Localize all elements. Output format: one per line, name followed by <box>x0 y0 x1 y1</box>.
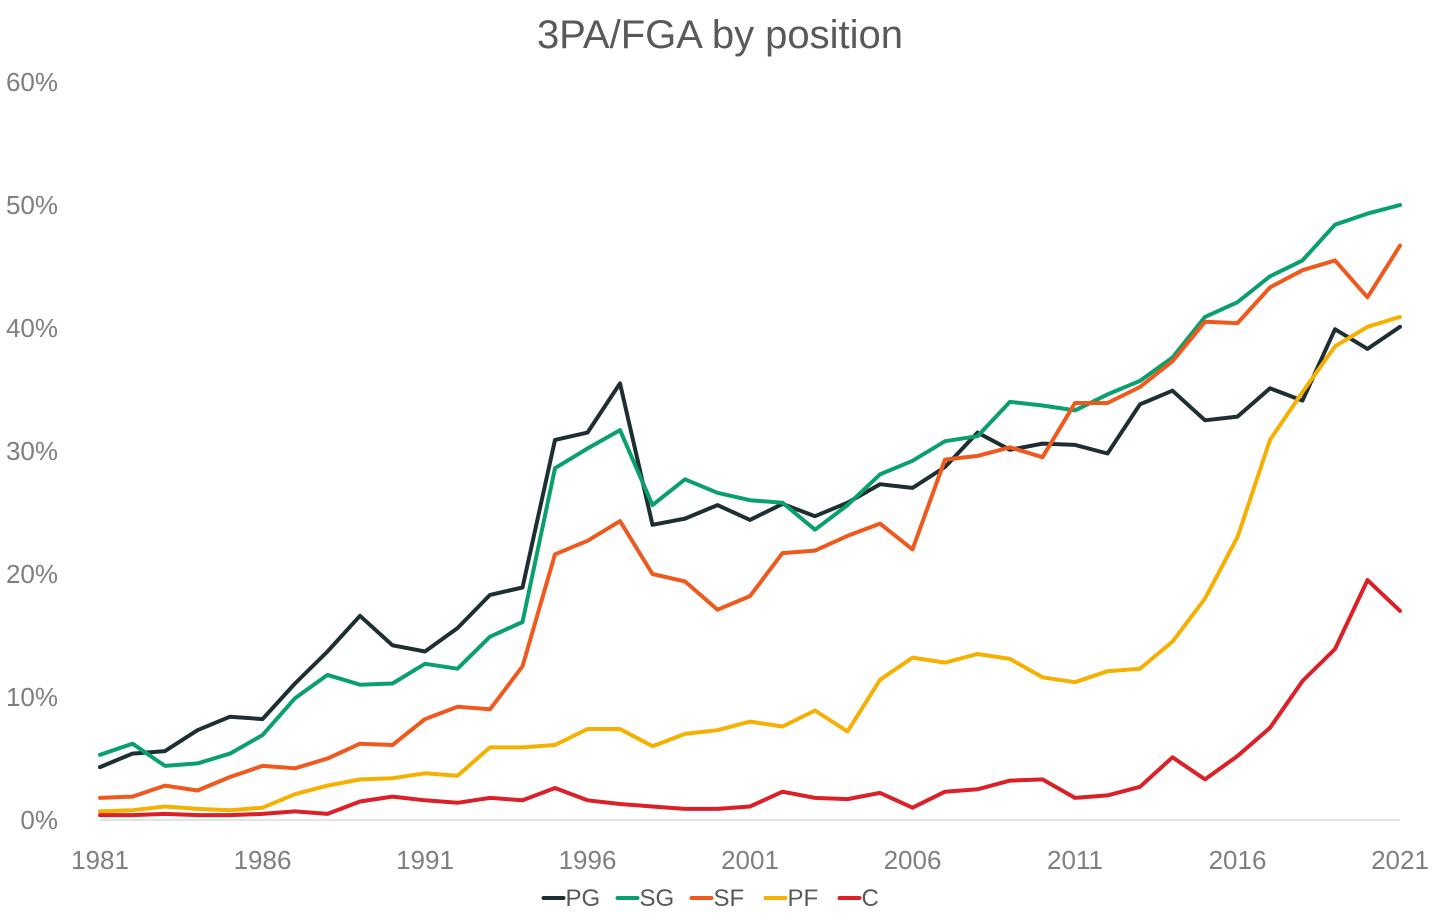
legend-item-pf: PF <box>763 885 819 912</box>
legend-label: PF <box>788 885 819 912</box>
x-tick-label: 2011 <box>1047 845 1103 875</box>
x-tick-label: 1991 <box>396 845 454 875</box>
legend-item-c: C <box>837 885 879 912</box>
legend-item-sf: SF <box>689 885 745 912</box>
x-tick-label: 2016 <box>1209 845 1267 875</box>
series-line-pg <box>98 324 1402 770</box>
x-tick-label: 1986 <box>234 845 292 875</box>
y-axis: 0% 10% 20% 30% 40% 50% 60% <box>6 67 58 835</box>
y-tick-label: 10% <box>6 682 58 712</box>
y-tick-label: 20% <box>6 559 58 589</box>
y-tick-label: 40% <box>6 313 58 343</box>
series-line-c <box>98 578 1402 818</box>
x-tick-label: 1981 <box>71 845 129 875</box>
y-tick-label: 30% <box>6 436 58 466</box>
x-tick-label: 2021 <box>1371 845 1429 875</box>
y-tick-label: 60% <box>6 67 58 97</box>
legend: PG SG SF PF C <box>541 885 879 912</box>
series-line-pf <box>98 314 1402 814</box>
x-tick-label: 1996 <box>559 845 617 875</box>
legend-item-sg: SG <box>615 885 675 912</box>
legend-label: C <box>862 885 879 912</box>
legend-label: PG <box>566 885 601 912</box>
legend-item-pg: PG <box>541 885 601 912</box>
y-tick-label: 0% <box>20 805 58 835</box>
series-line-sf <box>98 243 1402 800</box>
legend-label: SG <box>640 885 675 912</box>
series-line-sg <box>98 203 1402 768</box>
series-lines <box>98 203 1402 818</box>
chart-title: 3PA/FGA by position <box>537 13 903 57</box>
x-axis: 1981 1986 1991 1996 2001 2006 2011 2016 2021 <box>71 845 1429 875</box>
x-tick-label: 2001 <box>721 845 779 875</box>
x-tick-label: 2006 <box>884 845 942 875</box>
legend-label: SF <box>714 885 745 912</box>
y-tick-label: 50% <box>6 190 58 220</box>
